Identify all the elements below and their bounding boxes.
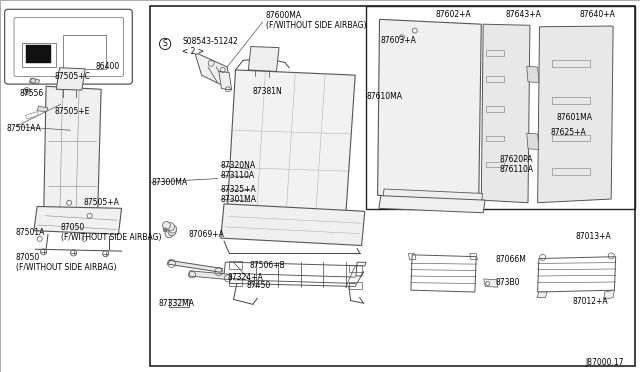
Polygon shape: [527, 133, 539, 150]
Bar: [229, 278, 242, 286]
Polygon shape: [484, 279, 498, 287]
Text: 87066M: 87066M: [496, 255, 527, 264]
Polygon shape: [379, 196, 485, 213]
Circle shape: [166, 223, 175, 231]
Circle shape: [168, 228, 176, 236]
Text: 87450: 87450: [246, 281, 271, 290]
Bar: [26, 45, 51, 63]
Bar: [349, 265, 362, 272]
Polygon shape: [227, 70, 355, 218]
Circle shape: [24, 88, 30, 94]
Circle shape: [169, 225, 177, 233]
Text: 87610MA: 87610MA: [367, 92, 403, 101]
Text: 87069+A: 87069+A: [189, 230, 225, 239]
Polygon shape: [527, 66, 539, 83]
Bar: [63, 35, 106, 69]
Text: S: S: [163, 39, 168, 48]
Text: 87620PA: 87620PA: [499, 155, 532, 164]
Text: S08543-51242
< 2 >: S08543-51242 < 2 >: [182, 37, 238, 56]
Text: J87000.17: J87000.17: [586, 358, 624, 367]
Polygon shape: [29, 78, 40, 84]
Text: 87603+A: 87603+A: [381, 36, 417, 45]
Text: 87050
(F/WITHOUT SIDE AIRBAG): 87050 (F/WITHOUT SIDE AIRBAG): [16, 253, 116, 272]
Text: 87300MA: 87300MA: [152, 178, 188, 187]
Polygon shape: [34, 206, 122, 234]
Polygon shape: [383, 189, 483, 205]
Text: 87505+C: 87505+C: [54, 72, 90, 81]
Text: 873B0: 873B0: [496, 278, 520, 287]
Text: 87320NA: 87320NA: [221, 161, 256, 170]
Bar: [229, 261, 242, 269]
Polygon shape: [219, 71, 232, 90]
Polygon shape: [189, 271, 232, 280]
Bar: [150, 6, 635, 366]
Bar: [552, 135, 590, 141]
Text: 87640+A: 87640+A: [579, 10, 615, 19]
Text: 87381N: 87381N: [253, 87, 282, 96]
Text: 87013+A: 87013+A: [576, 232, 612, 241]
Circle shape: [163, 228, 167, 232]
Polygon shape: [44, 86, 101, 227]
Circle shape: [26, 90, 28, 93]
Bar: [552, 97, 590, 104]
Polygon shape: [221, 204, 365, 246]
Text: 87602+A: 87602+A: [435, 10, 471, 19]
Text: 876110A: 876110A: [499, 165, 533, 174]
Bar: [349, 282, 362, 289]
Bar: [486, 106, 504, 112]
Circle shape: [165, 230, 173, 238]
Bar: [169, 299, 189, 307]
Bar: [486, 50, 504, 56]
Polygon shape: [537, 292, 547, 298]
Text: 87501AA: 87501AA: [6, 124, 41, 133]
Text: 87325+A: 87325+A: [221, 185, 257, 194]
Polygon shape: [37, 106, 48, 112]
Polygon shape: [248, 46, 279, 71]
Text: 87506+B: 87506+B: [250, 262, 285, 270]
Bar: [486, 162, 504, 167]
Text: 86400: 86400: [96, 62, 120, 71]
Bar: [552, 168, 590, 175]
Text: 87501A: 87501A: [16, 228, 45, 237]
Bar: [22, 43, 56, 67]
Polygon shape: [378, 19, 481, 200]
Text: 87505+A: 87505+A: [83, 198, 119, 207]
Polygon shape: [56, 68, 85, 90]
Text: 87556: 87556: [19, 89, 44, 97]
Polygon shape: [481, 24, 530, 203]
Bar: [486, 76, 504, 82]
Circle shape: [163, 221, 170, 230]
Text: 87505+E: 87505+E: [54, 107, 90, 116]
Text: 87301MA: 87301MA: [221, 195, 257, 203]
Text: 87050
(F/WITHOUT SIDE AIRBAG): 87050 (F/WITHOUT SIDE AIRBAG): [61, 223, 161, 242]
Polygon shape: [168, 260, 223, 272]
Polygon shape: [538, 26, 613, 203]
Polygon shape: [604, 290, 614, 299]
Text: 87601MA: 87601MA: [557, 113, 593, 122]
Text: 87324+A: 87324+A: [227, 273, 263, 282]
Bar: [552, 60, 590, 67]
Polygon shape: [195, 54, 230, 89]
Text: 87643+A: 87643+A: [506, 10, 541, 19]
Text: 87600MA
(F/WITHOUT SIDE AIRBAG): 87600MA (F/WITHOUT SIDE AIRBAG): [266, 11, 366, 30]
Text: 87625+A: 87625+A: [550, 128, 586, 137]
Bar: [366, 6, 635, 209]
Text: 873110A: 873110A: [221, 171, 255, 180]
Text: 87012+A: 87012+A: [573, 297, 609, 306]
Bar: [486, 136, 504, 141]
Text: 87332MA: 87332MA: [159, 299, 195, 308]
